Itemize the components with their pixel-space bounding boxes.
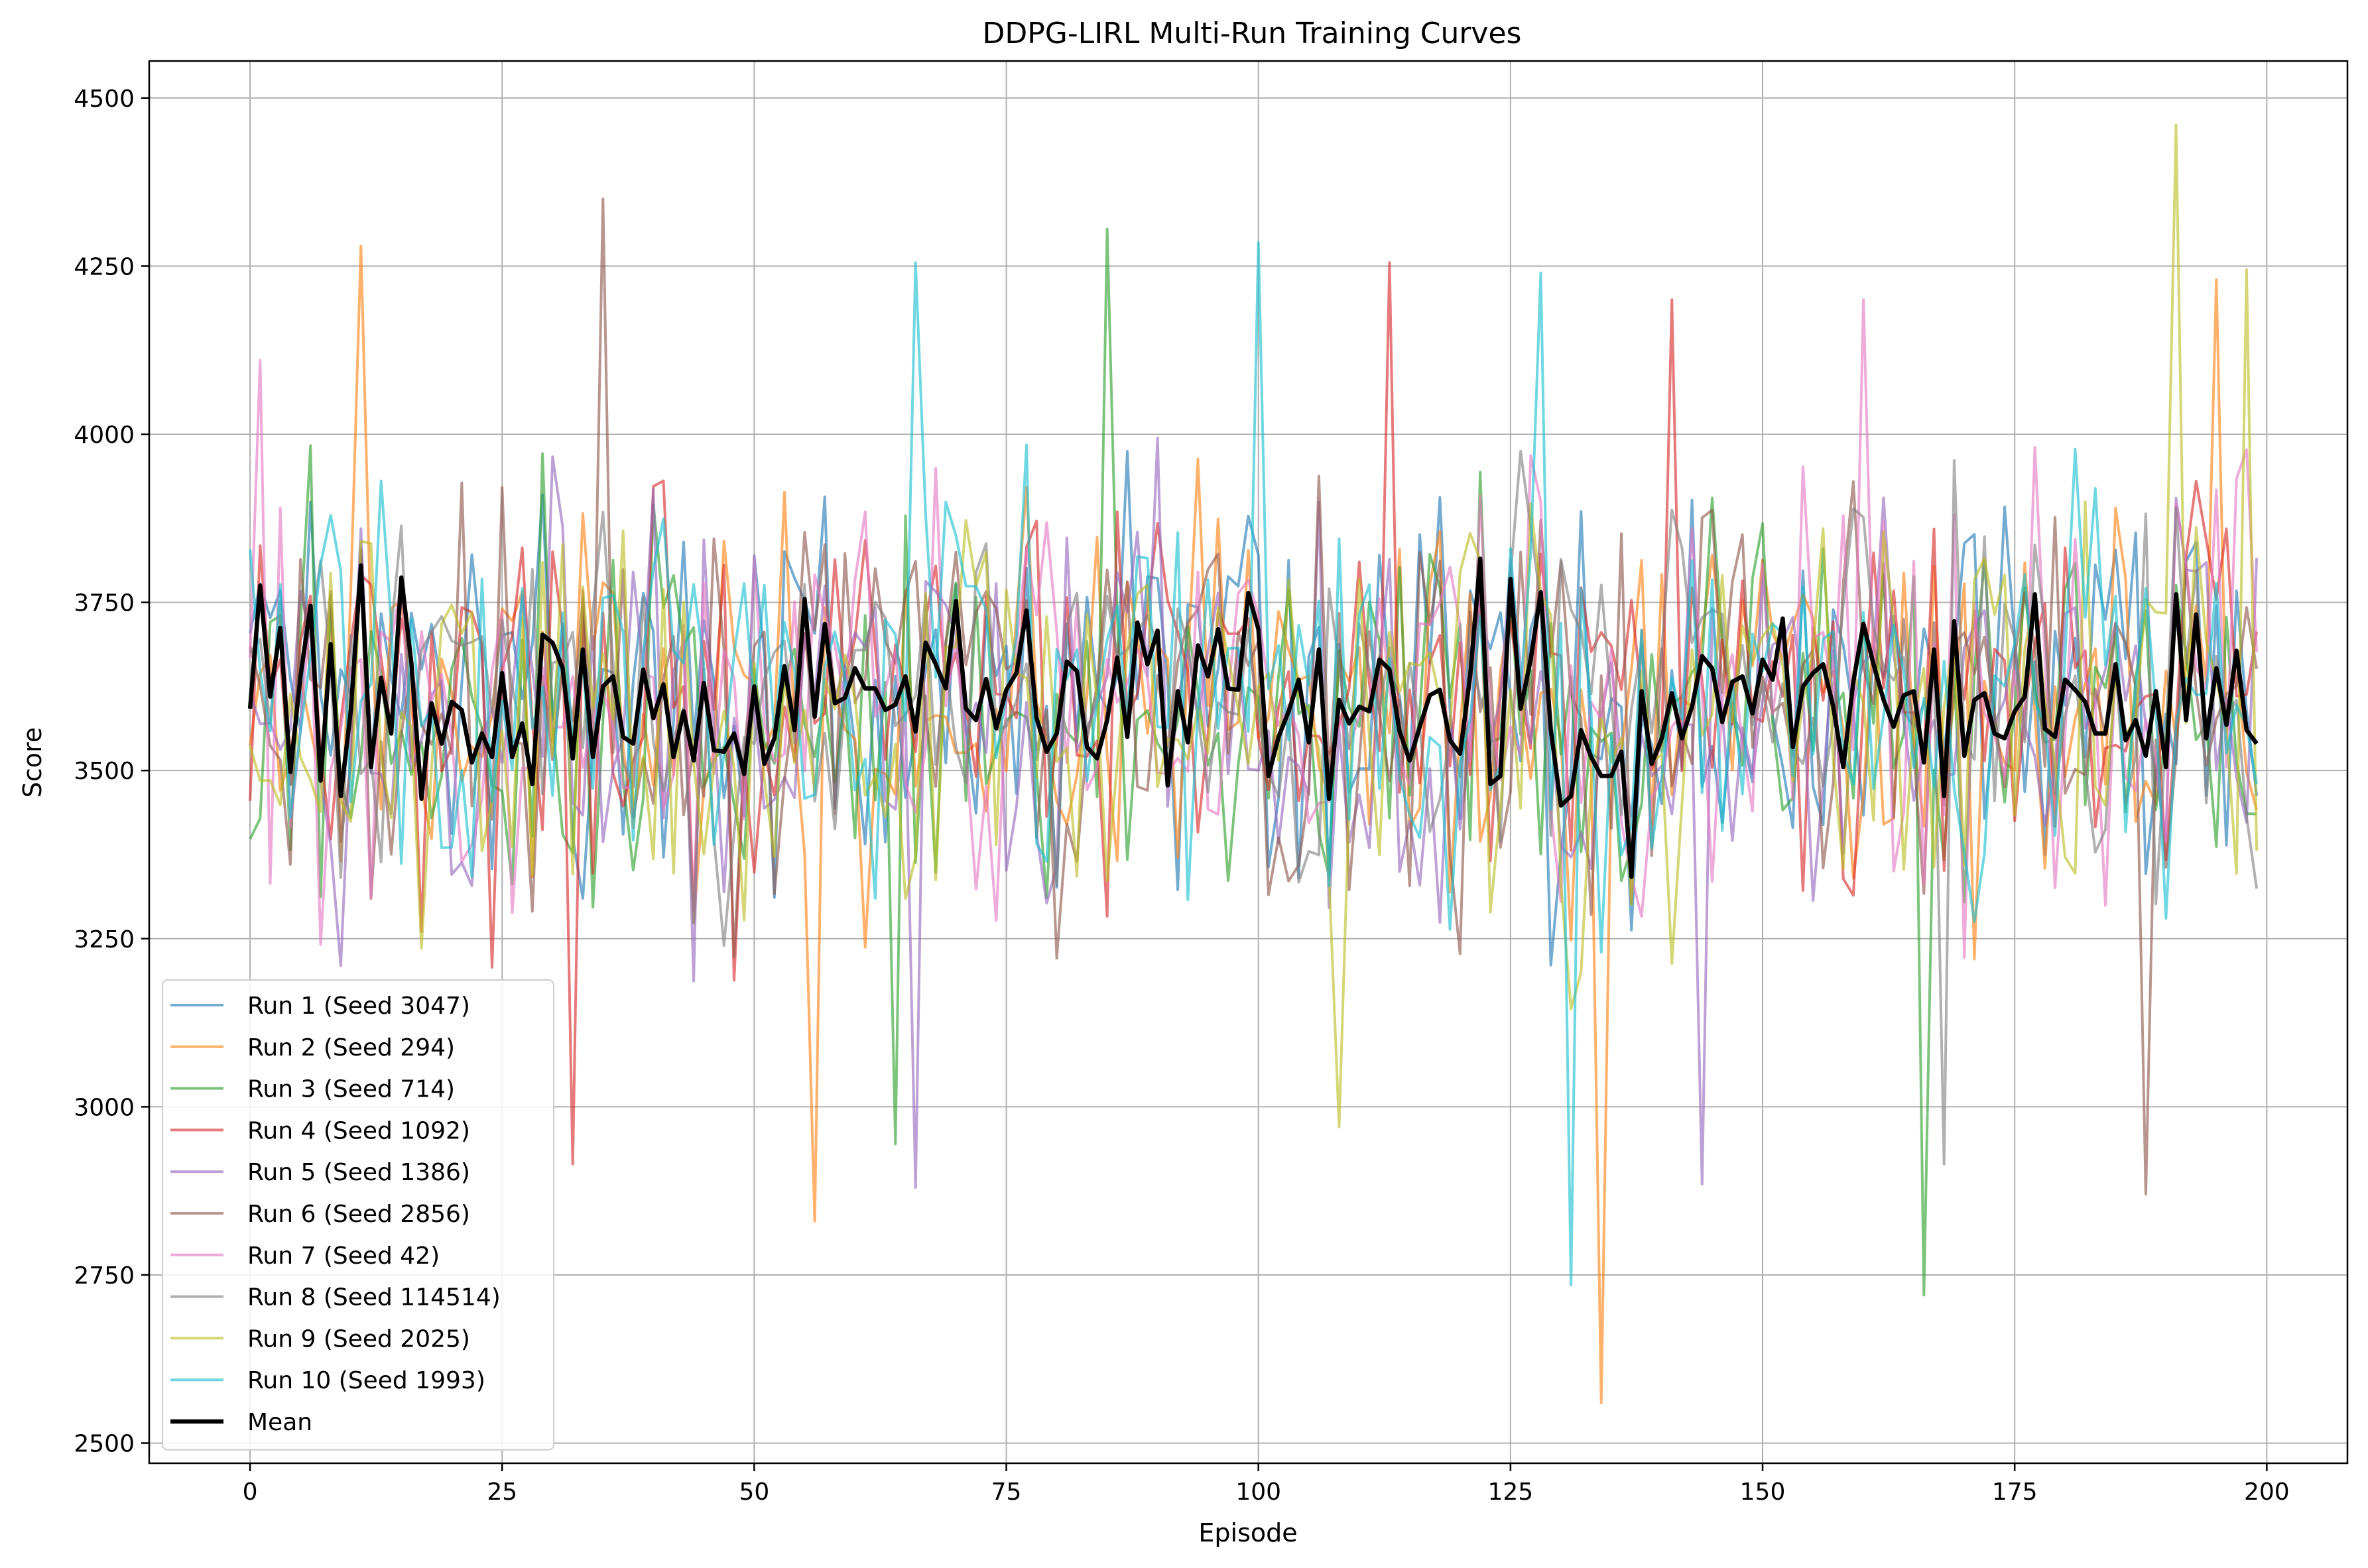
y-tick-label: 3000: [74, 1094, 135, 1121]
x-tick-label: 175: [1992, 1478, 2038, 1506]
legend-label: Run 5 (Seed 1386): [247, 1159, 470, 1186]
legend-label: Run 6 (Seed 2856): [247, 1201, 470, 1228]
y-tick-label: 3250: [74, 926, 135, 953]
plot-frame: [148, 60, 2349, 1465]
legend-label: Run 4 (Seed 1092): [247, 1117, 470, 1144]
x-tick-label: 100: [1235, 1478, 1281, 1506]
axis-ticks: 0 25 50 75 100 125 150 175 200 2500 2750 3000 3250 35…: [74, 86, 2289, 1506]
y-tick-label: 4500: [74, 86, 135, 113]
legend-label: Mean: [247, 1409, 312, 1436]
y-tick-label: 2750: [74, 1262, 135, 1290]
x-tick-label: 75: [991, 1478, 1022, 1506]
legend-label: Run 1 (Seed 3047): [247, 993, 470, 1020]
y-tick-label: 3750: [74, 590, 135, 617]
y-tick-label: 3500: [74, 758, 135, 785]
legend-label: Run 2 (Seed 294): [247, 1034, 455, 1061]
legend-label: Run 10 (Seed 1993): [247, 1367, 485, 1394]
run-line-7: [249, 298, 2259, 959]
x-tick-label: 200: [2244, 1478, 2290, 1506]
x-tick-label: 0: [243, 1478, 258, 1506]
chart-title: DDPG-LIRL Multi-Run Training Curves: [983, 17, 1522, 50]
mean-series: [247, 556, 2259, 879]
y-axis-label: Score: [18, 727, 47, 798]
x-tick-label: 125: [1488, 1478, 1534, 1506]
x-tick-label: 25: [487, 1478, 517, 1506]
legend-label: Run 9 (Seed 2025): [247, 1325, 470, 1353]
x-tick-label: 50: [739, 1478, 769, 1506]
x-tick-label: 150: [1740, 1478, 1786, 1506]
legend-box: [162, 979, 554, 1451]
mean-line: [247, 556, 2259, 879]
run-line-9: [249, 123, 2259, 1128]
y-tick-label: 2500: [74, 1431, 135, 1458]
legend-label: Run 8 (Seed 114514): [247, 1284, 501, 1311]
legend: Run 1 (Seed 3047) Run 2 (Seed 294) Run 3 (…: [162, 979, 554, 1451]
x-axis-label: Episode: [1198, 1518, 1297, 1547]
y-tick-label: 4000: [74, 422, 135, 449]
legend-label: Run 7 (Seed 42): [247, 1242, 440, 1270]
legend-label: Run 3 (Seed 714): [247, 1076, 455, 1103]
y-tick-label: 4250: [74, 253, 135, 280]
